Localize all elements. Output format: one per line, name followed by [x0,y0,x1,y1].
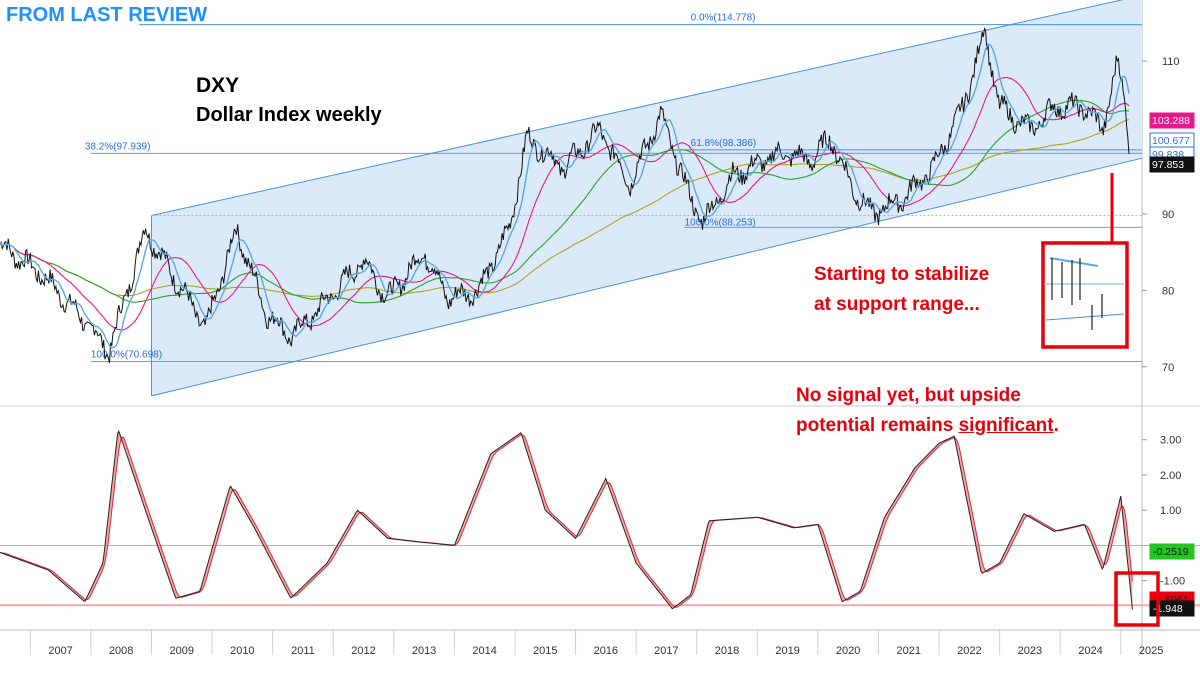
trend-channel-upper [151,0,1124,216]
osc-tick-label-0: 3.00 [1160,435,1181,447]
year-label-12: 2019 [775,645,799,657]
fib-label-2: 61.8%(98.386) [691,138,757,149]
inset-ma-line [1049,257,1099,267]
fib-label-4: 100.0%(70.698) [91,349,162,360]
chart-title: DXY [196,74,240,97]
annotation-stabilize-line2: at support range... [814,294,980,315]
osc-tag-box-0 [1149,543,1195,560]
year-label-14: 2021 [897,645,921,657]
ma-200-line [0,119,1130,297]
inset-channel-line [1045,313,1125,321]
year-label-5: 2012 [351,645,375,657]
annotation-period: . [1053,415,1059,436]
ma-40-line [0,76,1130,331]
osc-tag-box-2 [1149,600,1195,617]
chart-subtitle: Dollar Index weekly [196,104,382,126]
price-line [0,27,1130,364]
price-tick-label-3: 110 [1162,56,1180,68]
price-tick-label-1: 80 [1162,285,1174,297]
annotation-signal-line1: No signal yet, but upside [796,385,1021,406]
price-tag-label-1: 100.677 [1152,135,1190,147]
price-tag-box-0 [1149,112,1195,129]
year-label-9: 2016 [594,645,618,657]
price-tick-label-2: 90 [1162,209,1174,221]
year-label-8: 2015 [533,645,557,657]
osc-tag-label-0: -0.2519 [1153,546,1189,558]
trend-channel-lower [151,157,1143,397]
oscillator-signal-line [0,434,1133,608]
year-label-1: 2008 [109,645,133,657]
price-tag-box-3 [1149,156,1195,173]
review-header: FROM LAST REVIEW [6,4,208,26]
year-label-16: 2023 [1018,645,1042,657]
osc-tick-label-1: 2.00 [1160,470,1181,482]
ma-12-line [0,43,1130,349]
year-label-13: 2020 [836,645,860,657]
price-tag-label-0: 103.288 [1152,115,1190,127]
year-label-3: 2010 [230,645,254,657]
fib-label-0: 0.0%(114.778) [691,13,756,24]
annotation-stabilize-line1: Starting to stabilize [814,264,990,285]
annotation-signal-line2: potential remains significant. [796,411,1059,441]
oscillator-callout-box [1114,571,1160,627]
annotation-significant-word: significant [958,415,1054,436]
annotation-signal-text: potential remains [796,415,959,436]
year-label-2: 2009 [170,645,194,657]
year-label-4: 2011 [291,645,315,657]
year-label-7: 2014 [472,645,496,657]
year-label-18: 2025 [1139,645,1163,657]
year-label-0: 2007 [48,645,72,657]
year-label-6: 2013 [412,645,436,657]
fib-label-1: 38.2%(97.939) [85,141,151,152]
year-label-10: 2017 [654,645,678,657]
trend-channel-fill [151,0,1142,396]
price-tag-label-3: 97.853 [1152,159,1184,171]
price-tick-label-0: 70 [1162,362,1174,374]
oscillator-line [0,429,1133,610]
year-label-15: 2022 [957,645,981,657]
year-label-17: 2024 [1078,645,1102,657]
year-label-11: 2018 [715,645,739,657]
osc-tag-label-2: -1.948 [1153,603,1183,615]
osc-tick-label-2: 1.00 [1160,505,1181,517]
inset-zoom-box [1041,241,1129,349]
fib-label-3: 100.0%(88.253) [685,217,756,228]
osc-tick-label-3: -1.00 [1160,576,1185,588]
